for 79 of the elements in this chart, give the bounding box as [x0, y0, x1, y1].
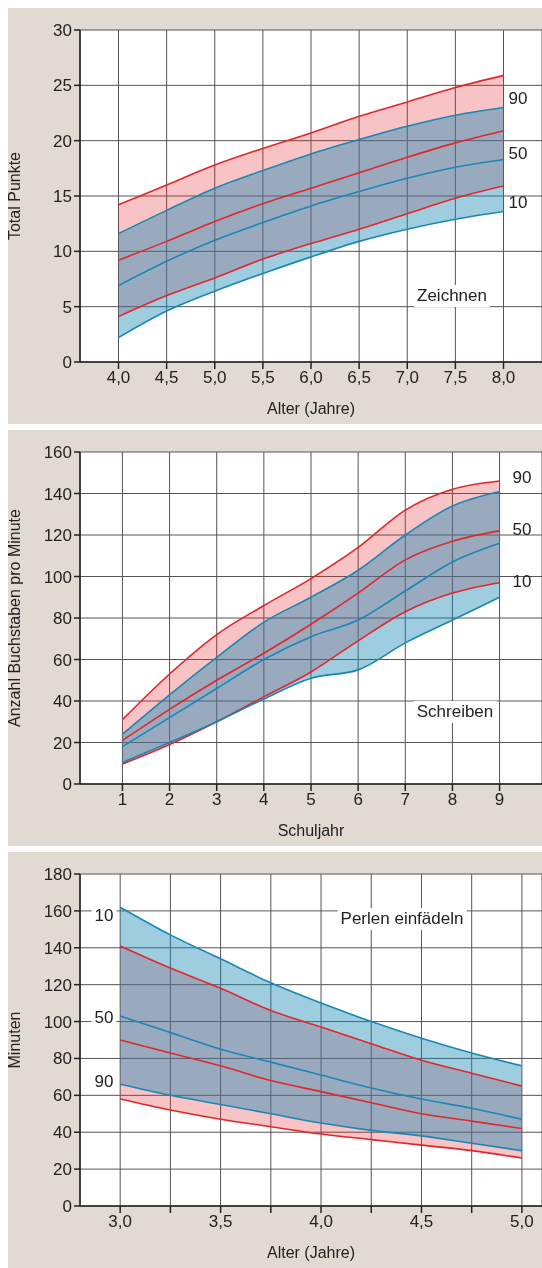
- y-tick-label: 100: [43, 1012, 72, 1032]
- annotation: 90: [91, 1071, 117, 1093]
- x-tick-label: 7,0: [395, 368, 420, 388]
- line-series: [119, 1083, 523, 1152]
- y-tick-label: 80: [53, 1049, 72, 1069]
- y-tick-label: 100: [43, 567, 72, 587]
- line-series: [117, 106, 505, 235]
- x-tick-label: 6,0: [299, 368, 323, 388]
- y-tick-label: 0: [62, 1197, 72, 1217]
- x-tick-label: 7,5: [443, 368, 468, 388]
- x-tick-label: 4,5: [409, 1212, 434, 1232]
- annotation: 10: [91, 905, 117, 927]
- annotation: 90: [511, 467, 533, 489]
- annotation: 10: [511, 571, 533, 593]
- x-tick-label: 5: [306, 790, 316, 810]
- x-tick-label: 3,0: [108, 1212, 132, 1232]
- y-tick-label: 20: [53, 1160, 72, 1180]
- y-tick-label: 0: [62, 775, 72, 795]
- x-tick-label: 4,5: [154, 368, 179, 388]
- y-tick-label: 60: [53, 650, 72, 670]
- x-tick-label: 4: [259, 790, 269, 810]
- line-series: [119, 1015, 523, 1121]
- y-tick-label: 0: [62, 353, 72, 373]
- y-tick-label: 20: [53, 131, 72, 151]
- annotation: Perlen einfädeln: [337, 908, 467, 930]
- y-axis-title: Total Punkte: [5, 151, 23, 241]
- line-series: [117, 210, 505, 339]
- y-tick-label: 25: [53, 76, 72, 96]
- x-tick-label: 6: [353, 790, 363, 810]
- y-tick-label: 80: [53, 609, 72, 629]
- x-tick-label: 5,5: [251, 368, 275, 388]
- y-tick-label: 60: [53, 1086, 72, 1106]
- x-axis-title: Alter (Jahre): [266, 1244, 356, 1261]
- y-tick-label: 40: [53, 692, 72, 712]
- line-series: [117, 185, 505, 318]
- y-tick-label: 120: [43, 975, 72, 995]
- x-tick-label: 8,0: [491, 368, 516, 388]
- line-series: [119, 1098, 523, 1159]
- x-axis-title: Schuljahr: [277, 822, 346, 839]
- x-tick-label: 6,5: [347, 368, 371, 388]
- x-tick-label: 9: [494, 790, 505, 810]
- line-series: [117, 74, 505, 206]
- y-axis-title: Anzahl Buchstaben pro Minute: [5, 508, 23, 727]
- line-series: [117, 129, 505, 261]
- annotation: Schreiben: [413, 701, 497, 723]
- y-tick-label: 20: [53, 733, 72, 753]
- y-tick-label: 15: [53, 187, 72, 207]
- y-tick-label: 10: [53, 242, 72, 262]
- annotation: 50: [91, 1007, 117, 1029]
- line-series: [119, 906, 523, 1067]
- y-tick-label: 30: [53, 21, 72, 41]
- line-series: [119, 1039, 523, 1130]
- x-tick-label: 5,0: [202, 368, 227, 388]
- x-tick-label: 8: [447, 790, 458, 810]
- y-tick-label: 160: [43, 443, 72, 463]
- x-tick-label: 5,0: [510, 1212, 534, 1232]
- y-axis-title: Minuten: [5, 1011, 23, 1069]
- y-tick-label: 120: [43, 526, 72, 546]
- x-tick-label: 3,5: [208, 1212, 233, 1232]
- x-tick-label: 4,0: [309, 1212, 333, 1232]
- x-tick-label: 3: [211, 790, 222, 810]
- y-tick-label: 140: [43, 484, 72, 504]
- annotation: Zeichnen: [414, 285, 490, 307]
- annotation: 90: [507, 88, 529, 110]
- y-tick-label: 40: [53, 1123, 72, 1143]
- x-tick-label: 2: [164, 790, 175, 810]
- x-tick-label: 4,0: [106, 368, 131, 388]
- line-series: [119, 945, 523, 1087]
- line-series: [117, 158, 505, 287]
- annotation: 50: [507, 143, 529, 165]
- annotation: 10: [507, 192, 529, 214]
- x-tick-label: 1: [117, 790, 128, 810]
- y-tick-label: 140: [43, 938, 72, 958]
- y-tick-label: 5: [62, 297, 72, 317]
- x-axis-title: Alter (Jahre): [266, 400, 356, 417]
- y-tick-label: 180: [43, 865, 72, 885]
- y-tick-label: 160: [43, 901, 72, 921]
- annotation: 50: [511, 519, 533, 541]
- x-tick-label: 7: [400, 790, 411, 810]
